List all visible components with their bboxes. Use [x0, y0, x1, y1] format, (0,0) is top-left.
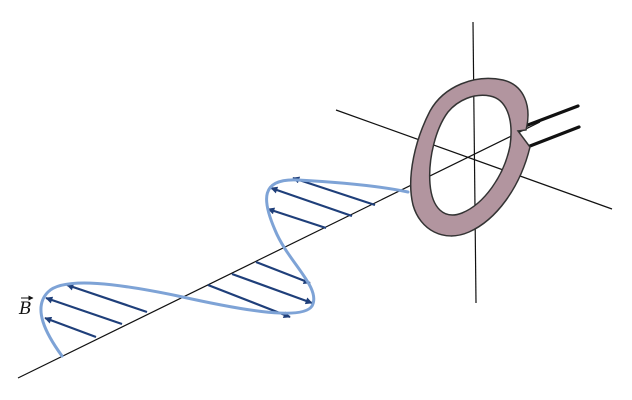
horizontal-axis	[335, 109, 613, 210]
field-arrow	[267, 207, 327, 230]
propagation-axis	[17, 121, 541, 379]
field-arrow	[292, 176, 376, 207]
lead-wire-lower	[528, 125, 581, 148]
lead-wire-upper	[518, 104, 580, 130]
field-arrow	[270, 186, 353, 218]
field-label: B	[18, 295, 34, 319]
wave-envelope	[39, 178, 410, 358]
field-vectors-middle	[207, 260, 313, 319]
field-arrow	[66, 283, 148, 314]
field-arrow	[231, 272, 313, 305]
field-vectors-lower	[44, 283, 148, 339]
field-arrow	[45, 296, 123, 326]
wire-leads	[518, 104, 581, 148]
field-arrow	[255, 260, 311, 285]
field-arrow	[44, 316, 97, 339]
field-vectors-upper	[267, 176, 376, 230]
field-label-text: B	[18, 299, 32, 319]
conducting-loop	[409, 77, 531, 237]
vertical-axis	[472, 21, 477, 304]
